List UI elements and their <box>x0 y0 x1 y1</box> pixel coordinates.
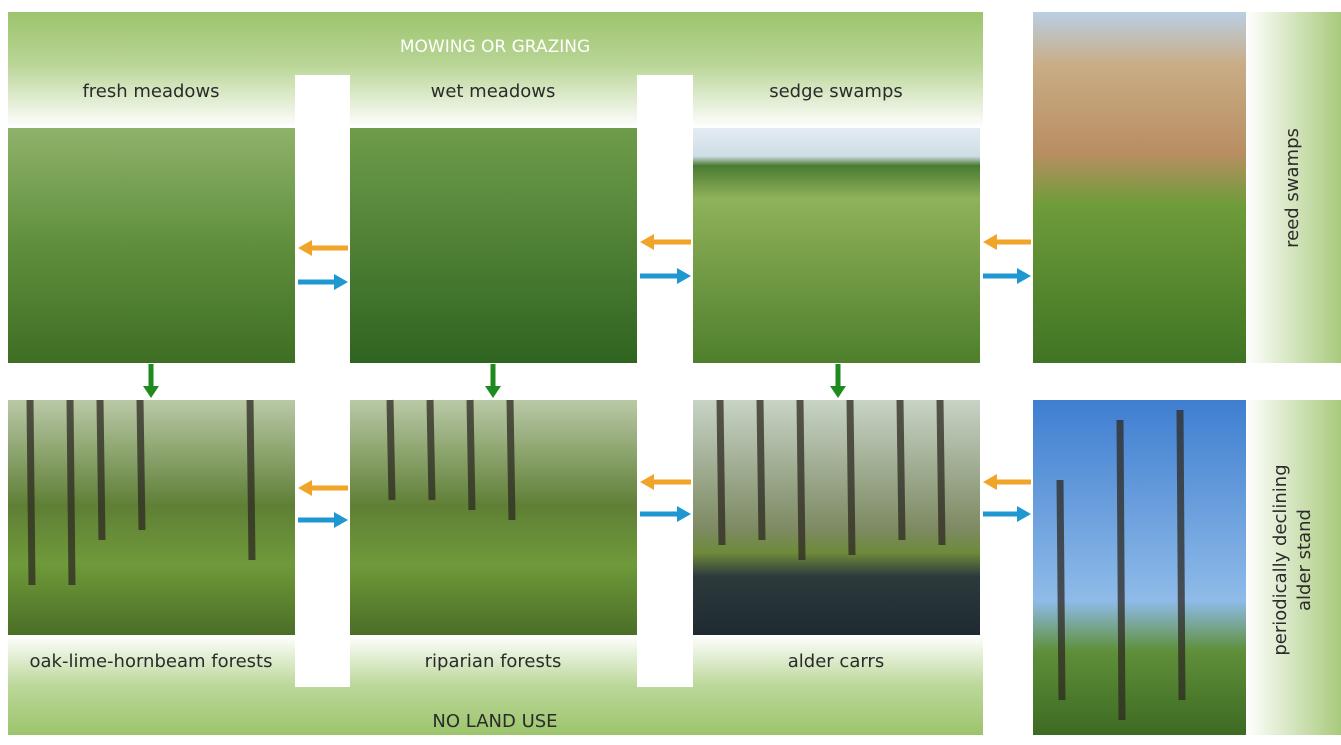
trunk <box>1060 480 1062 700</box>
side-label: alder stand <box>1294 509 1315 611</box>
column-label: sedge swamps <box>769 81 903 102</box>
arrow-head <box>830 386 846 398</box>
gap <box>637 75 693 687</box>
arrow-head <box>983 234 997 250</box>
arrow-head <box>143 386 159 398</box>
trunk <box>70 400 72 585</box>
column-label: riparian forests <box>425 651 562 672</box>
column-label: alder carrs <box>788 651 884 672</box>
trunk <box>800 400 802 560</box>
diagram: MOWING OR GRAZING fresh meadows wet mead… <box>0 0 1341 745</box>
photo <box>693 128 980 363</box>
trunk <box>30 400 32 585</box>
gap <box>295 75 350 687</box>
trunk <box>900 400 902 540</box>
trunk <box>510 400 512 520</box>
trunk <box>470 400 472 510</box>
trunk <box>760 400 762 540</box>
trunk <box>430 400 432 500</box>
trunk <box>140 400 142 530</box>
trunk <box>850 400 852 555</box>
trunk <box>100 400 102 540</box>
photo <box>1033 12 1246 363</box>
trunk <box>1120 420 1122 720</box>
side-label: periodically declining <box>1270 464 1291 655</box>
photo <box>350 128 637 363</box>
trunk <box>720 400 722 545</box>
top-band <box>8 12 983 128</box>
arrow-head <box>485 386 501 398</box>
trunk <box>250 400 252 560</box>
bottom-band-label: NO LAND USE <box>432 711 557 732</box>
trunk <box>390 400 392 500</box>
column-label: oak-lime-hornbeam forests <box>29 651 272 672</box>
column-label: wet meadows <box>431 81 556 102</box>
page: {"top_band": "MOWING OR GRAZING", "botto… <box>0 0 1341 745</box>
trunk <box>1180 410 1182 700</box>
column-label: fresh meadows <box>82 81 219 102</box>
photo <box>693 400 980 635</box>
side-label: reed swamps <box>1282 128 1303 248</box>
arrow-head <box>1017 506 1031 522</box>
top-band-label: MOWING OR GRAZING <box>400 37 590 57</box>
photo <box>8 128 295 363</box>
arrow-head <box>1017 268 1031 284</box>
trunk <box>940 400 942 545</box>
arrow-head <box>983 474 997 490</box>
